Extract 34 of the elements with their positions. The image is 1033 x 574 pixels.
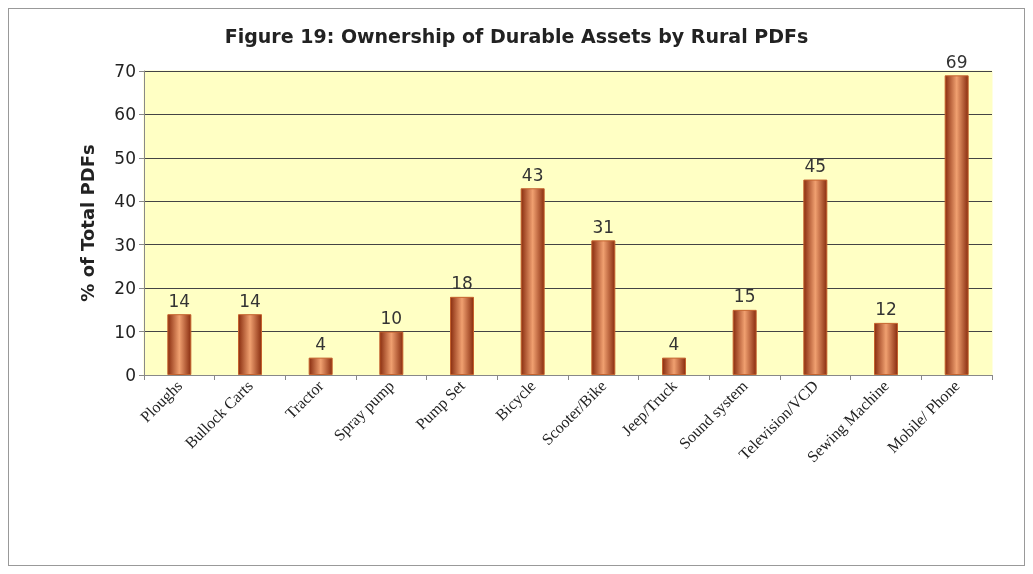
bar xyxy=(520,188,545,375)
bar xyxy=(732,309,757,375)
y-tick-label: 20 xyxy=(114,278,136,299)
bar xyxy=(450,296,474,375)
y-tick-label: 70 xyxy=(114,61,136,81)
chart-title: Figure 19: Ownership of Durable Assets by Rural PDFs xyxy=(224,24,809,47)
bar xyxy=(874,322,898,375)
y-tick-label: 30 xyxy=(114,234,136,255)
data-label: 18 xyxy=(451,273,473,294)
y-tick-label: 0 xyxy=(125,365,136,385)
y-axis-title: % of Total PDFs xyxy=(76,144,98,302)
data-label: 31 xyxy=(592,216,615,237)
data-label: 10 xyxy=(380,308,403,329)
data-label: 15 xyxy=(733,286,756,307)
y-tick-label: 60 xyxy=(114,104,136,125)
data-label: 45 xyxy=(804,156,827,177)
bar xyxy=(803,179,828,375)
data-label: 69 xyxy=(945,51,968,72)
bar xyxy=(167,314,192,375)
data-label: 4 xyxy=(315,334,327,355)
y-tick-label: 40 xyxy=(114,191,136,212)
y-tick-label: 50 xyxy=(114,147,136,168)
data-label: 14 xyxy=(168,290,191,311)
bar xyxy=(591,240,616,375)
data-label: 14 xyxy=(239,290,261,311)
data-label: 12 xyxy=(875,299,897,320)
bar xyxy=(379,331,404,375)
data-label: 43 xyxy=(521,164,544,185)
bar xyxy=(944,75,969,375)
bar xyxy=(662,357,686,375)
bar xyxy=(308,357,333,375)
bar xyxy=(238,314,262,375)
data-label: 4 xyxy=(668,334,680,355)
y-tick-label: 10 xyxy=(114,321,136,342)
